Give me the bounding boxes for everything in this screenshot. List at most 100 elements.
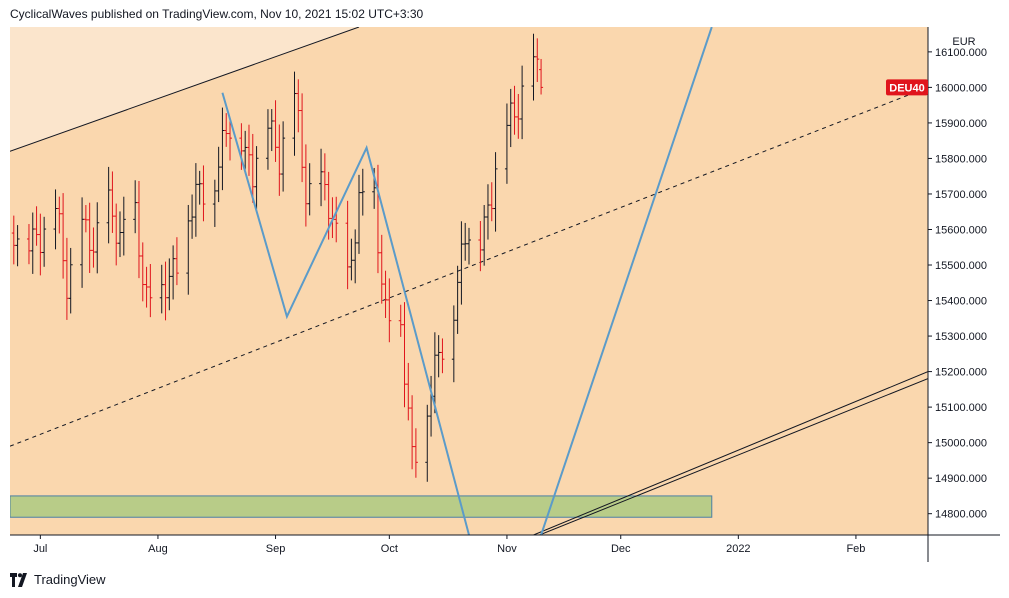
ohlc-bar: [11, 215, 16, 265]
ohlc-bar: [265, 109, 270, 170]
wave-projection-line[interactable]: [540, 27, 713, 535]
price-tick-label: 15400.000: [935, 296, 987, 308]
price-tick-label: 15800.000: [935, 153, 987, 165]
ohlc-bar: [281, 121, 286, 192]
time-tick-label: Jul: [33, 543, 47, 555]
tradingview-logo-icon: [10, 572, 27, 587]
price-tick-label: 15200.000: [935, 367, 987, 379]
ohlc-bar: [193, 163, 198, 237]
ohlc-bar: [91, 227, 96, 268]
tradingview-brand-text: TradingView: [34, 572, 106, 587]
ohlc-bar: [34, 206, 39, 246]
ohlc-bar: [144, 266, 149, 308]
ohlc-bar: [489, 182, 494, 222]
price-tick-label: 15600.000: [935, 224, 987, 236]
ohlc-bar: [387, 278, 392, 343]
ohlc-bar: [121, 196, 126, 256]
ohlc-bar: [425, 404, 430, 482]
ohlc-bar: [190, 194, 195, 239]
ohlc-bar: [349, 238, 354, 281]
ohlc-bar: [520, 65, 525, 140]
ohlc-bar: [345, 200, 350, 290]
ohlc-bar: [307, 163, 312, 216]
ohlc-bar: [216, 146, 221, 203]
ohlc-bar: [273, 100, 278, 162]
price-axis[interactable]: 16100.000 16000.000 15900.000 15800.000 1570…: [928, 47, 987, 521]
time-axis[interactable]: Jul Aug Sep Oct Nov Dec 2022 Feb: [33, 535, 865, 555]
ohlc-bar: [57, 196, 62, 234]
ohlc-bar: [159, 264, 164, 314]
upper-channel-line[interactable]: [10, 27, 360, 152]
ohlc-bar: [319, 148, 324, 207]
ohlc-bar: [212, 179, 217, 227]
ohlc-bar: [292, 71, 297, 156]
ohlc-bar: [243, 130, 248, 170]
ohlc-bar: [254, 146, 259, 210]
ohlc-bar: [482, 205, 487, 266]
time-tick-label: Feb: [846, 543, 865, 555]
tradingview-brand[interactable]: TradingView: [10, 572, 106, 587]
price-tick-label: 15000.000: [935, 438, 987, 450]
ohlc-bar: [186, 204, 191, 295]
ohlc-bar: [322, 153, 327, 201]
ohlc-bar: [406, 362, 411, 421]
currency-label: EUR: [952, 36, 975, 48]
ohlc-bar: [539, 58, 544, 95]
ohlc-bar: [410, 395, 415, 470]
ohlc-bar: [83, 205, 88, 233]
ohlc-bars: [11, 33, 544, 482]
ohlc-bar: [535, 38, 540, 83]
ohlc-bar: [30, 212, 35, 274]
ohlc-bar: [68, 247, 73, 314]
ohlc-bar: [493, 152, 498, 232]
ohlc-bar: [163, 261, 168, 321]
ohlc-bar: [42, 216, 47, 267]
publisher-attribution: CyclicalWaves published on TradingView.c…: [10, 7, 424, 21]
ohlc-bar: [300, 93, 305, 183]
ohlc-bar: [413, 428, 418, 478]
wave-path-line[interactable]: [221, 92, 470, 535]
ohlc-bar: [451, 305, 456, 383]
price-tick-label: 16100.000: [935, 47, 987, 59]
ohlc-bar: [26, 224, 31, 265]
price-tick-label: 15500.000: [935, 260, 987, 272]
price-tick-label: 15100.000: [935, 402, 987, 414]
ohlc-bar: [360, 168, 365, 216]
ohlc-bar: [133, 180, 138, 234]
ohlc-bar: [95, 202, 100, 274]
price-tick-label: 14900.000: [935, 473, 987, 485]
ohlc-bar: [110, 171, 115, 233]
ohlc-bar: [356, 174, 361, 254]
ohlc-bar: [512, 85, 517, 135]
time-tick-label: Oct: [381, 543, 398, 555]
plot-background: [10, 27, 928, 535]
ohlc-bar: [87, 202, 92, 273]
lower-channel-line[interactable]: [533, 371, 928, 535]
price-tick-label: 15700.000: [935, 189, 987, 201]
ohlc-bar: [269, 109, 274, 152]
ohlc-bar: [174, 237, 179, 286]
ohlc-bar: [140, 242, 145, 302]
ohlc-bar: [516, 93, 521, 139]
ohlc-bar: [353, 229, 358, 284]
ohlc-bar: [478, 221, 483, 272]
ohlc-bar: [148, 263, 153, 318]
ohlc-bar: [463, 222, 468, 261]
time-tick-label: 2022: [726, 543, 750, 555]
symbol-price-label: DEU40: [886, 79, 928, 96]
ohlc-bar: [334, 196, 339, 243]
ohlc-bar: [167, 258, 172, 311]
time-tick-label: Sep: [266, 543, 286, 555]
price-tick-label: 16000.000: [935, 82, 987, 94]
time-tick-label: Aug: [148, 543, 168, 555]
ohlc-bar: [61, 193, 66, 279]
ohlc-bar: [296, 79, 301, 133]
ohlc-bar: [508, 88, 513, 148]
ohlc-bar: [224, 113, 229, 147]
ohlc-bar: [455, 265, 460, 334]
lower-channel-line-inner[interactable]: [539, 378, 928, 535]
ohlc-bar: [436, 335, 441, 378]
price-tick-label: 15900.000: [935, 118, 987, 130]
ohlc-bar: [53, 189, 58, 250]
